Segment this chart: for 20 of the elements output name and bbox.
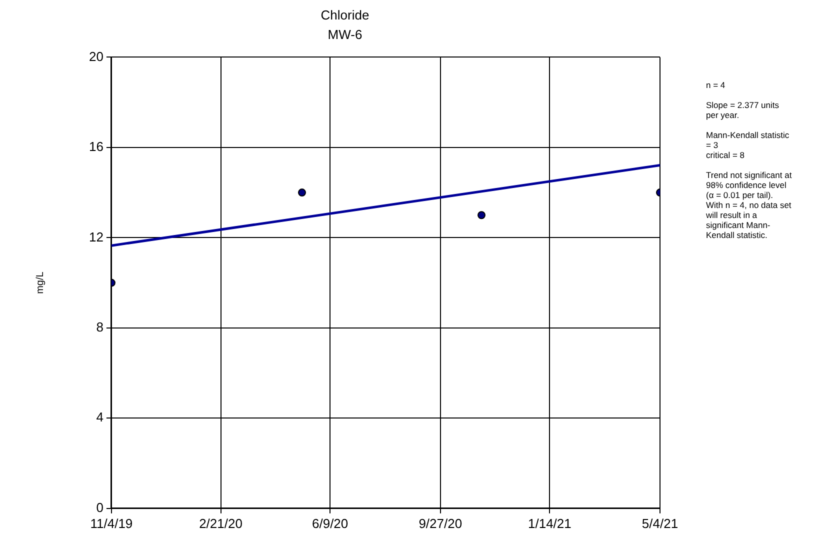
y-tick-label: 0 (96, 500, 104, 515)
y-axis-title: mg/L (34, 271, 46, 294)
x-tick-label: 5/4/21 (642, 516, 678, 531)
y-tick-label: 16 (88, 139, 104, 154)
text: Trend not significant at 98% confidence level (α = 0.01 per tail). (706, 170, 792, 200)
x-tick-label: 6/9/20 (312, 516, 348, 531)
x-tick-label: 1/14/21 (528, 516, 572, 531)
y-tick-label: 12 (88, 229, 104, 244)
y-tick-label: 20 (88, 48, 104, 64)
x-tick-label: 9/27/20 (418, 516, 462, 531)
chart-title: Chloride (320, 7, 370, 22)
text: With n = 4, no data set will result in a significant Mann-Kendall statistic. (706, 200, 792, 240)
text: Slope = 2.377 units per year. (706, 100, 780, 120)
y-tick-label: 8 (96, 320, 104, 334)
chart-subtitle: MW-6 (328, 26, 362, 42)
text: critical = 8 (706, 150, 746, 160)
x-tick-label: 11/4/19 (90, 516, 133, 531)
text: n = 4 (706, 80, 726, 90)
x-tick-label: 2/21/20 (199, 516, 242, 531)
y-tick-label: 4 (96, 410, 104, 425)
